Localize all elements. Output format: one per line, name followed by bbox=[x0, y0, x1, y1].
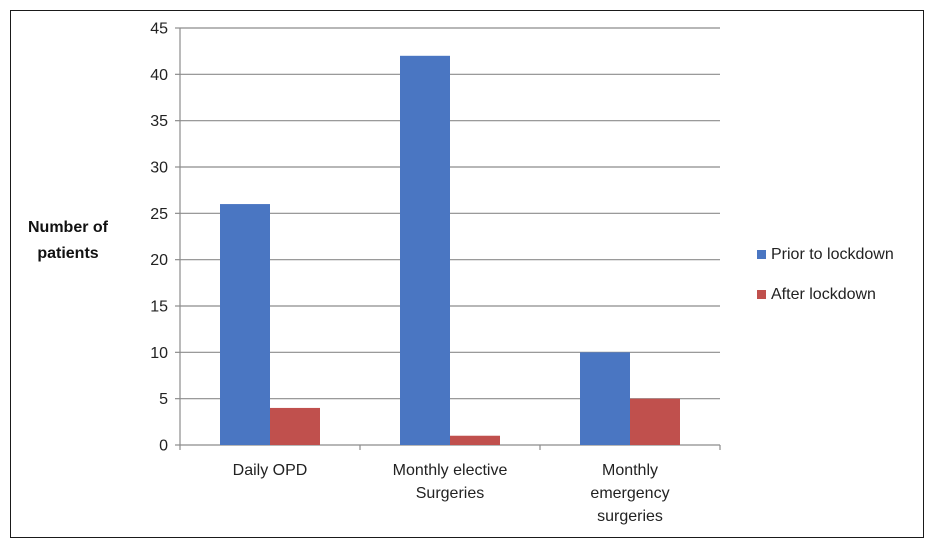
legend-swatch bbox=[757, 290, 766, 299]
x-category-label: Monthly elective bbox=[393, 462, 508, 479]
bar-prior-to-lockdown bbox=[580, 352, 630, 445]
bars bbox=[220, 55, 680, 446]
y-axis-label-line: patients bbox=[37, 245, 98, 262]
y-tick-label: 0 bbox=[159, 438, 168, 455]
bar-prior-to-lockdown bbox=[400, 55, 450, 446]
y-axis-label-line: Number of bbox=[28, 219, 109, 236]
y-tick-label: 40 bbox=[150, 67, 168, 84]
legend-label: After lockdown bbox=[771, 286, 876, 303]
y-tick-label: 35 bbox=[150, 113, 168, 130]
legend: Prior to lockdown After lockdown bbox=[757, 246, 894, 303]
y-tick-label: 20 bbox=[150, 252, 168, 269]
x-category-label: Monthly bbox=[602, 462, 658, 479]
y-tick-labels: 0 5 10 15 20 25 30 35 40 45 bbox=[150, 21, 168, 455]
y-axis-label: Number of patients bbox=[28, 219, 109, 262]
x-category-label: emergency bbox=[590, 485, 669, 502]
bar-after-lockdown bbox=[630, 398, 680, 445]
x-category-label: surgeries bbox=[597, 508, 663, 525]
y-tick-label: 5 bbox=[159, 391, 168, 408]
legend-label: Prior to lockdown bbox=[771, 246, 894, 263]
x-category-label: Daily OPD bbox=[233, 462, 308, 479]
y-tick-label: 25 bbox=[150, 206, 168, 223]
bar-after-lockdown bbox=[270, 407, 320, 445]
bar-prior-to-lockdown bbox=[220, 204, 270, 445]
bar-after-lockdown bbox=[450, 435, 500, 445]
y-tick-label: 30 bbox=[150, 160, 168, 177]
y-tick-label: 10 bbox=[150, 345, 168, 362]
legend-swatch bbox=[757, 250, 766, 259]
y-tick-label: 45 bbox=[150, 21, 168, 38]
chart-frame bbox=[10, 10, 924, 538]
x-category-label: Surgeries bbox=[416, 485, 484, 502]
y-tick-label: 15 bbox=[150, 299, 168, 316]
category-labels: Daily OPD Monthly elective Surgeries Monthl… bbox=[233, 462, 670, 525]
